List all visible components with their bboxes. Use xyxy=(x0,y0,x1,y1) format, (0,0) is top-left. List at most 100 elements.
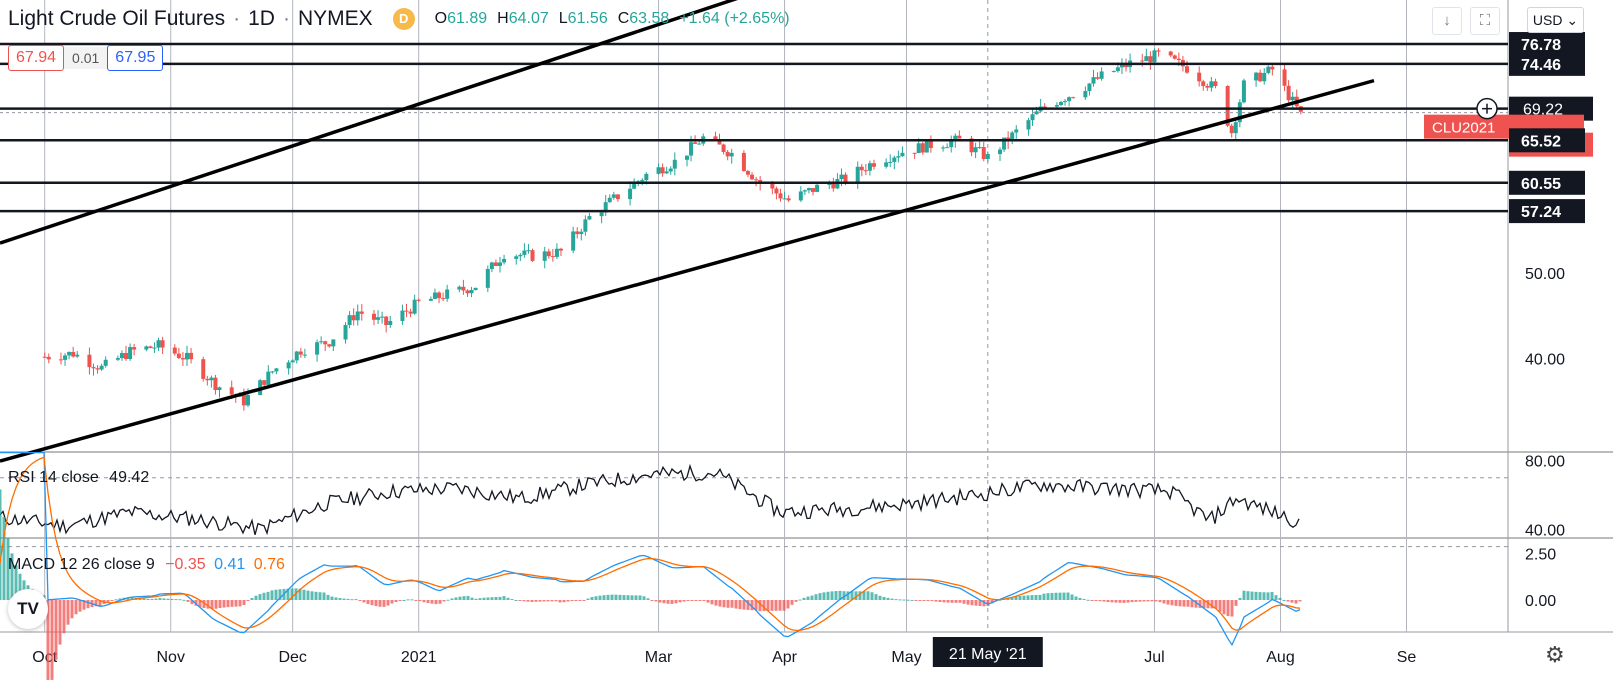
macd-histogram-bar xyxy=(338,598,342,600)
macd-histogram-bar xyxy=(522,600,526,602)
macd-histogram-bar xyxy=(702,600,706,601)
candle-body xyxy=(729,152,734,157)
macd-histogram-bar xyxy=(570,600,574,602)
price-level-label: 74.46 xyxy=(1521,57,1561,74)
candle-body xyxy=(603,202,608,213)
macd-histogram-bar xyxy=(478,598,482,600)
macd-histogram-bar xyxy=(310,591,314,600)
candle-body xyxy=(180,357,185,360)
macd-line xyxy=(0,451,1301,647)
crosshair-date-label: 21 May '21 xyxy=(949,646,1027,663)
candle-body xyxy=(770,183,775,189)
fullscreen-icon[interactable]: ⛶ xyxy=(1470,7,1500,35)
header-separator-2: · xyxy=(282,7,290,30)
currency-select[interactable]: USD ⌄ xyxy=(1527,7,1584,33)
candle-body xyxy=(973,147,978,153)
candle-body xyxy=(750,174,755,180)
candle-body xyxy=(843,174,848,183)
macd-histogram-bar xyxy=(1014,596,1018,600)
macd-histogram-bar xyxy=(1146,600,1150,602)
candle-body xyxy=(274,368,279,372)
macd-histogram-bar xyxy=(518,600,522,601)
candle-body xyxy=(103,359,108,366)
macd-histogram-bar xyxy=(1182,600,1186,607)
candle-body xyxy=(241,394,246,406)
x-tick-label: Mar xyxy=(645,649,673,666)
macd-histogram-bar xyxy=(902,599,906,601)
macd-histogram-bar xyxy=(86,600,90,609)
symbol-title[interactable]: Light Crude Oil Futures xyxy=(8,7,226,30)
candle-body xyxy=(262,380,267,385)
macd-histogram-bar xyxy=(1210,600,1214,609)
candle-body xyxy=(998,149,1002,155)
macd-histogram-bar xyxy=(70,600,74,619)
candle-body xyxy=(160,340,165,348)
macd-histogram-bar xyxy=(1186,600,1190,607)
candle-body xyxy=(132,347,137,350)
candle-body xyxy=(371,313,376,320)
macd-histogram-bar xyxy=(726,600,730,608)
macd-signal-value: 0.76 xyxy=(253,556,285,573)
download-icon[interactable]: ↓ xyxy=(1432,7,1462,35)
x-tick-label: May xyxy=(891,649,921,666)
macd-histogram-bar xyxy=(358,600,362,601)
macd-histogram-bar xyxy=(1202,600,1206,609)
macd-histogram-bar xyxy=(758,600,762,612)
trendline-lower-channel xyxy=(0,78,1375,463)
candle-body xyxy=(63,355,68,360)
macd-histogram-bar xyxy=(886,597,890,600)
macd-histogram-bar xyxy=(690,600,694,601)
candle-body xyxy=(782,198,787,200)
tradingview-logo-icon[interactable]: TV xyxy=(8,589,48,629)
macd-histogram-bar xyxy=(186,600,190,602)
candle-body xyxy=(1067,97,1072,102)
macd-histogram-bar xyxy=(1170,600,1174,606)
interval-label[interactable]: 1D xyxy=(248,7,275,30)
price-level-label: 69.22 xyxy=(1523,102,1563,119)
macd-histogram-bar xyxy=(1110,600,1114,603)
candle-body xyxy=(892,157,897,162)
macd-histogram-bar xyxy=(1034,594,1038,600)
delayed-data-badge[interactable]: D xyxy=(392,8,415,30)
macd-histogram-bar xyxy=(318,592,322,600)
candle-body xyxy=(831,183,836,189)
macd-histogram-bar xyxy=(334,597,338,600)
macd-histogram-bar xyxy=(378,600,382,607)
candle-body xyxy=(953,135,958,141)
x-tick-label: Aug xyxy=(1266,649,1294,666)
macd-histogram-bar xyxy=(546,600,550,602)
candle-body xyxy=(684,155,689,160)
candle-body xyxy=(697,143,702,145)
macd-histogram-bar xyxy=(534,600,538,602)
macd-histogram-bar xyxy=(658,600,662,603)
macd-histogram-bar xyxy=(1242,590,1246,600)
candle-body xyxy=(693,142,698,144)
candle-body xyxy=(721,144,726,152)
macd-histogram-bar xyxy=(398,600,402,601)
macd-histogram-bar xyxy=(286,588,290,600)
candle-body xyxy=(298,351,303,355)
candle-body xyxy=(473,287,478,291)
currency-value: USD xyxy=(1532,12,1563,28)
macd-histogram-bar xyxy=(746,600,750,610)
candle-body xyxy=(888,161,893,163)
macd-histogram-bar xyxy=(330,596,334,600)
macd-histogram-bar xyxy=(1098,600,1102,602)
candle-body xyxy=(530,250,535,261)
candle-body xyxy=(1229,125,1234,134)
sell-button[interactable]: 67.94 xyxy=(8,45,65,71)
macd-histogram-bar xyxy=(74,600,78,615)
candle-body xyxy=(302,354,307,356)
macd-histogram-bar xyxy=(474,598,478,600)
candle-body xyxy=(493,262,498,266)
macd-histogram-bar xyxy=(1138,600,1142,602)
buy-button[interactable]: 67.95 xyxy=(107,45,164,71)
macd-histogram-bar xyxy=(1106,600,1110,603)
macd-histogram-bar xyxy=(342,598,346,600)
macd-histogram-bar xyxy=(1222,600,1226,615)
gear-icon[interactable]: ⚙ xyxy=(1545,642,1565,667)
candle-body xyxy=(518,254,523,257)
candle-body xyxy=(1205,85,1210,88)
macd-histogram-bar xyxy=(898,599,902,601)
